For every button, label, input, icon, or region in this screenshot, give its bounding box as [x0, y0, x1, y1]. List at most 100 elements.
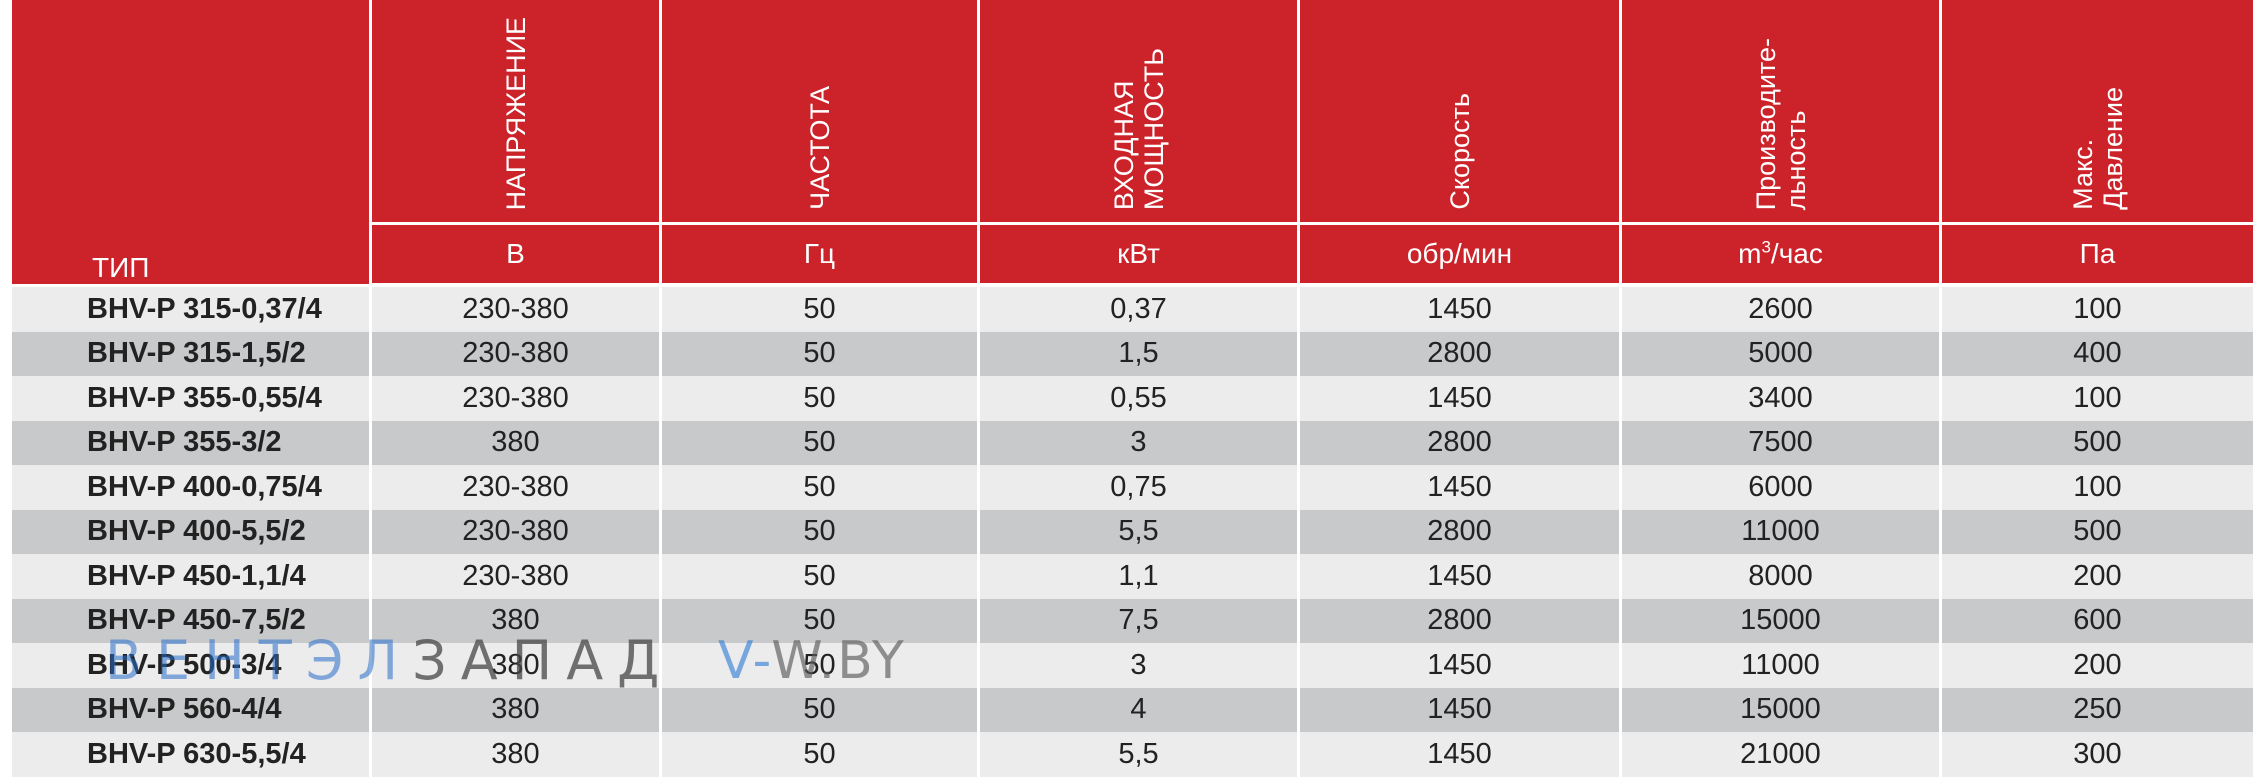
capacity-cell: 15000	[1622, 687, 1942, 732]
capacity-unit: m3/час	[1622, 225, 1942, 287]
frequency-cell: 50	[662, 331, 980, 376]
input-power-cell: 3	[980, 420, 1300, 465]
frequency-unit: Гц	[662, 225, 980, 287]
type-cell: BHV-P 355-0,55/4	[12, 376, 372, 421]
table-row: BHV-P 400-0,75/4 230-380 50 0,75 1450 6000 100	[12, 465, 2256, 510]
table-row: BHV-P 450-1,1/4 230-380 50 1,1 1450 8000 200	[12, 554, 2256, 599]
input-power-cell: 5,5	[980, 509, 1300, 554]
voltage-header: НАПРЯЖЕНИЕ	[372, 0, 662, 225]
speed-cell: 1450	[1300, 376, 1622, 421]
voltage-cell: 380	[372, 732, 662, 777]
header-row: ТИП НАПРЯЖЕНИЕ ЧАСТОТА ВХОДНАЯ МОЩНОСТЬ …	[12, 0, 2256, 287]
table-row: BHV-P 355-3/2 380 50 3 2800 7500 500	[12, 420, 2256, 465]
frequency-cell: 50	[662, 465, 980, 510]
frequency-cell: 50	[662, 509, 980, 554]
voltage-cell: 230-380	[372, 287, 662, 332]
max-pressure-cell: 500	[1942, 509, 2256, 554]
type-cell: BHV-P 400-5,5/2	[12, 509, 372, 554]
capacity-header: Производите- льность	[1622, 0, 1942, 225]
type-header: ТИП	[12, 0, 372, 287]
table-body: BHV-P 315-0,37/4 230-380 50 0,37 1450 2600 100…	[12, 287, 2256, 777]
speed-cell: 2800	[1300, 420, 1622, 465]
capacity-cell: 21000	[1622, 732, 1942, 777]
voltage-cell: 380	[372, 643, 662, 688]
speed-cell: 2800	[1300, 331, 1622, 376]
frequency-cell: 50	[662, 376, 980, 421]
input-power-cell: 1,1	[980, 554, 1300, 599]
table-row: BHV-P 500-3/4 380 50 3 1450 11000 200	[12, 643, 2256, 688]
max-pressure-cell: 250	[1942, 687, 2256, 732]
frequency-cell: 50	[662, 287, 980, 332]
spec-table: ТИП НАПРЯЖЕНИЕ ЧАСТОТА ВХОДНАЯ МОЩНОСТЬ …	[12, 0, 2256, 777]
type-cell: BHV-P 315-1,5/2	[12, 331, 372, 376]
max-pressure-cell: 100	[1942, 465, 2256, 510]
capacity-cell: 11000	[1622, 643, 1942, 688]
max-pressure-cell: 300	[1942, 732, 2256, 777]
frequency-cell: 50	[662, 687, 980, 732]
table-row: BHV-P 315-0,37/4 230-380 50 0,37 1450 2600 100	[12, 287, 2256, 332]
capacity-cell: 3400	[1622, 376, 1942, 421]
input-power-cell: 0,37	[980, 287, 1300, 332]
type-cell: BHV-P 400-0,75/4	[12, 465, 372, 510]
type-cell: BHV-P 355-3/2	[12, 420, 372, 465]
max-pressure-cell: 500	[1942, 420, 2256, 465]
frequency-cell: 50	[662, 554, 980, 599]
voltage-cell: 230-380	[372, 376, 662, 421]
input-power-unit: кВт	[980, 225, 1300, 287]
voltage-cell: 380	[372, 687, 662, 732]
speed-header: Скорость	[1300, 0, 1622, 225]
frequency-cell: 50	[662, 420, 980, 465]
voltage-cell: 380	[372, 420, 662, 465]
voltage-unit: В	[372, 225, 662, 287]
type-cell: BHV-P 315-0,37/4	[12, 287, 372, 332]
table-row: BHV-P 355-0,55/4 230-380 50 0,55 1450 3400 100	[12, 376, 2256, 421]
table-row: BHV-P 450-7,5/2 380 50 7,5 2800 15000 600	[12, 598, 2256, 643]
capacity-cell: 2600	[1622, 287, 1942, 332]
speed-cell: 1450	[1300, 554, 1622, 599]
type-cell: BHV-P 450-1,1/4	[12, 554, 372, 599]
input-power-cell: 1,5	[980, 331, 1300, 376]
max-pressure-header: Макс. Давление	[1942, 0, 2256, 225]
input-power-cell: 3	[980, 643, 1300, 688]
voltage-cell: 380	[372, 598, 662, 643]
capacity-cell: 11000	[1622, 509, 1942, 554]
max-pressure-cell: 400	[1942, 331, 2256, 376]
speed-unit: обр/мин	[1300, 225, 1622, 287]
frequency-header: ЧАСТОТА	[662, 0, 980, 225]
capacity-cell: 5000	[1622, 331, 1942, 376]
input-power-header: ВХОДНАЯ МОЩНОСТЬ	[980, 0, 1300, 225]
capacity-cell: 8000	[1622, 554, 1942, 599]
capacity-cell: 7500	[1622, 420, 1942, 465]
speed-cell: 1450	[1300, 287, 1622, 332]
voltage-cell: 230-380	[372, 331, 662, 376]
max-pressure-cell: 200	[1942, 643, 2256, 688]
capacity-cell: 15000	[1622, 598, 1942, 643]
input-power-cell: 4	[980, 687, 1300, 732]
max-pressure-cell: 200	[1942, 554, 2256, 599]
input-power-cell: 0,55	[980, 376, 1300, 421]
speed-cell: 2800	[1300, 598, 1622, 643]
voltage-cell: 230-380	[372, 509, 662, 554]
site-watermark: V-W.BY	[718, 631, 906, 691]
frequency-cell: 50	[662, 732, 980, 777]
type-cell: BHV-P 450-7,5/2	[12, 598, 372, 643]
type-cell: BHV-P 630-5,5/4	[12, 732, 372, 777]
speed-cell: 2800	[1300, 509, 1622, 554]
speed-cell: 1450	[1300, 687, 1622, 732]
table-row: BHV-P 315-1,5/2 230-380 50 1,5 2800 5000 400	[12, 331, 2256, 376]
type-cell: BHV-P 500-3/4	[12, 643, 372, 688]
voltage-cell: 230-380	[372, 554, 662, 599]
frequency-cell: 50	[662, 598, 980, 643]
capacity-cell: 6000	[1622, 465, 1942, 510]
brand-watermark: ВЕНТЭЛЗАПАД	[105, 629, 674, 692]
speed-cell: 1450	[1300, 643, 1622, 688]
max-pressure-unit: Па	[1942, 225, 2256, 287]
frequency-cell: 50	[662, 643, 980, 688]
speed-cell: 1450	[1300, 732, 1622, 777]
max-pressure-cell: 100	[1942, 287, 2256, 332]
input-power-cell: 0,75	[980, 465, 1300, 510]
max-pressure-cell: 100	[1942, 376, 2256, 421]
table-row: BHV-P 630-5,5/4 380 50 5,5 1450 21000 300	[12, 732, 2256, 777]
input-power-cell: 7,5	[980, 598, 1300, 643]
table-row: BHV-P 560-4/4 380 50 4 1450 15000 250	[12, 687, 2256, 732]
